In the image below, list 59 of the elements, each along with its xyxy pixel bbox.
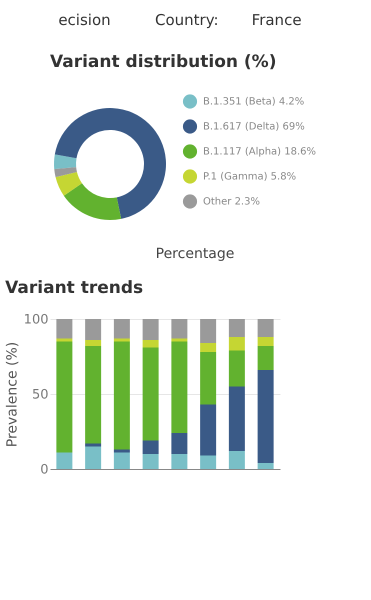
bar [258, 463, 274, 469]
bar [200, 319, 216, 343]
bar [228, 337, 245, 350]
bar [85, 340, 102, 346]
bar [114, 452, 130, 469]
bar [171, 454, 188, 469]
donut-slice [64, 183, 122, 220]
bar [171, 319, 188, 338]
bar [228, 386, 245, 451]
bar [200, 456, 216, 469]
bar [85, 444, 102, 446]
bar [142, 340, 159, 348]
bar [258, 370, 274, 463]
bar [200, 343, 216, 352]
bar [258, 319, 274, 337]
text: France [252, 11, 302, 29]
bar [142, 348, 159, 440]
y-tick-label: 100 [24, 312, 48, 328]
legend-label: B.1.351 (Beta) 4.2% [203, 96, 304, 108]
bar [171, 338, 188, 342]
bar [200, 352, 216, 404]
bar [142, 319, 159, 340]
legend-label: B.1.117 (Alpha) 18.6% [203, 146, 316, 158]
y-tick-label: 50 [32, 388, 48, 402]
text: ecision [58, 11, 111, 29]
bar [228, 350, 245, 386]
bar [85, 346, 102, 444]
text: Country: [155, 11, 219, 29]
y-axis-title: Prevalence (%) [4, 342, 21, 448]
bar [228, 451, 245, 469]
bar [85, 319, 102, 340]
legend-label: P.1 (Gamma) 5.8% [203, 172, 296, 182]
bar [200, 404, 216, 456]
chart-title: Variant distribution (%) [50, 52, 276, 72]
bar [56, 319, 72, 338]
bar [114, 450, 130, 452]
bar [56, 342, 72, 452]
bar [171, 433, 188, 454]
bar [56, 452, 72, 469]
text: Percentage [156, 246, 234, 262]
bar [142, 454, 159, 469]
bar [85, 446, 102, 469]
bar [142, 440, 159, 454]
legend-label: B.1.617 (Delta) 69% [203, 122, 305, 132]
bar [171, 342, 188, 433]
bar [114, 338, 130, 342]
donut-slice [54, 108, 166, 219]
donut-slice [56, 172, 82, 196]
chart-title: Variant trends [5, 278, 144, 298]
donut-slice [54, 167, 77, 178]
bar [114, 319, 130, 338]
legend-label: Other 2.3% [203, 196, 260, 208]
donut-slice [54, 154, 76, 170]
bar [56, 338, 72, 342]
bar [228, 319, 245, 337]
bar [114, 342, 130, 450]
bar [258, 337, 274, 346]
y-tick-label: 0 [40, 462, 48, 478]
bar [258, 346, 274, 370]
